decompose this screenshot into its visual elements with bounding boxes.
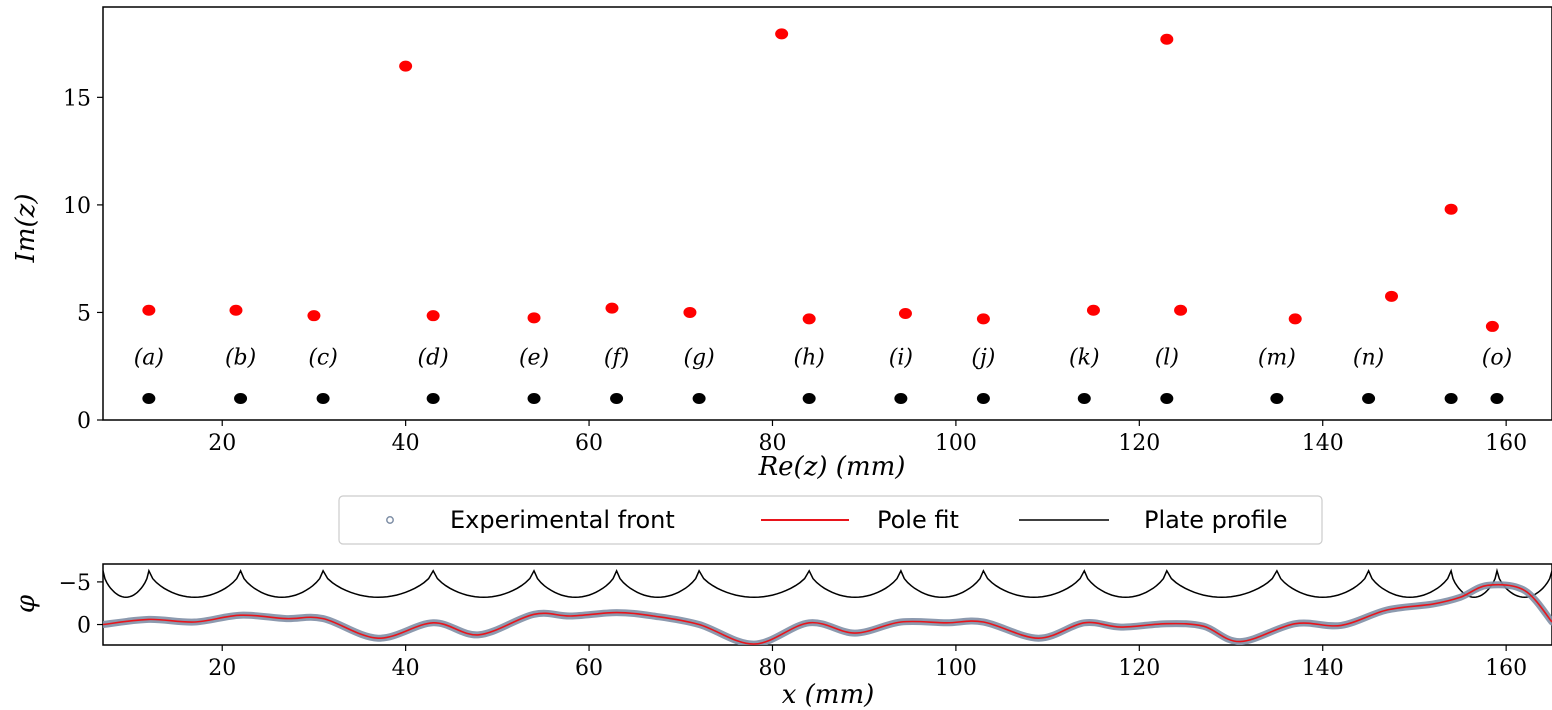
plate-point [1490,392,1504,404]
top-y-tick-label: 10 [63,194,91,219]
plate-point [1077,392,1091,404]
bottom-x-ticks: 20 40 60 80 100 120 140 160 [208,645,1527,681]
pole-point [1086,304,1100,316]
point-annotation: (n) [1353,346,1384,371]
top-annotations: (a) (b) (c) (d) (e) (f) (g) (h) (i) (j) (k) (l) (m) (… [134,346,1512,371]
bottom-x-tick-label: 140 [1302,656,1344,681]
legend-marker-experimental-front [386,516,394,524]
bottom-panel: 20 40 60 80 100 120 140 160 −5 0 x (mm) φ [11,563,1552,710]
pole-point [1288,313,1302,325]
plate-point [976,392,990,404]
plate-point [1444,392,1458,404]
point-annotation: (e) [519,346,549,371]
bottom-x-tick-label: 40 [392,656,420,681]
top-y-tick-label: 0 [77,409,91,434]
bottom-y-tick-label: −5 [59,571,91,596]
top-x-tick-label: 160 [1485,431,1527,456]
plate-point [692,392,706,404]
plate-point [1362,392,1376,404]
pole-fit-line [103,583,1552,645]
point-annotation: (f) [604,346,629,371]
pole-point [1444,203,1458,215]
plate-point [1270,392,1284,404]
pole-point [399,60,413,72]
top-x-tick-label: 60 [575,431,603,456]
pole-point [1385,290,1399,302]
top-y-axis-title: Im(z) [11,194,41,264]
point-annotation: (i) [889,346,913,371]
pole-point [775,28,789,40]
top-x-tick-label: 140 [1302,431,1344,456]
pole-point [307,310,321,322]
point-annotation: (d) [418,346,449,371]
point-annotation: (c) [308,346,338,371]
legend-label-plate-profile: Plate profile [1144,506,1287,534]
bottom-y-ticks: −5 0 [59,571,103,639]
point-annotation: (j) [971,346,995,371]
pole-point [426,310,440,322]
point-annotation: (b) [225,346,256,371]
point-annotation: (k) [1069,346,1100,371]
plate-point [426,392,440,404]
top-points [142,28,1504,404]
pole-point [683,306,697,318]
pole-point [1485,320,1499,332]
point-annotation: (m) [1258,346,1296,371]
bottom-y-tick-label: 0 [77,614,91,639]
pole-point [1160,33,1174,45]
top-x-axis-title: Re(z) (mm) [758,452,906,482]
bottom-x-axis-title: x (mm) [782,680,875,710]
top-y-tick-label: 5 [77,301,91,326]
point-annotation: (g) [683,346,714,371]
pole-point [605,302,619,314]
bottom-x-tick-label: 160 [1485,656,1527,681]
legend-label-experimental-front: Experimental front [450,506,675,534]
bottom-x-tick-label: 20 [208,656,236,681]
point-annotation: (h) [793,346,824,371]
top-x-tick-label: 40 [392,431,420,456]
plate-point [527,392,541,404]
top-x-tick-label: 20 [208,431,236,456]
point-annotation: (o) [1482,346,1512,371]
point-annotation: (l) [1155,346,1179,371]
bottom-lines [103,567,1552,645]
top-x-tick-label: 100 [935,431,977,456]
point-annotation: (a) [134,346,164,371]
top-plot-frame [102,6,1552,421]
pole-point [229,304,243,316]
top-y-tick-label: 15 [63,86,91,111]
bottom-x-tick-label: 80 [758,656,786,681]
bottom-x-tick-label: 60 [575,656,603,681]
top-x-tick-label: 80 [758,431,786,456]
experimental-front-line [103,581,1552,645]
pole-point [527,312,541,324]
bottom-x-tick-label: 120 [1118,656,1160,681]
legend: Experimental front Pole fit Plate profil… [338,495,1323,545]
plate-point [234,392,248,404]
top-x-tick-label: 120 [1118,431,1160,456]
plate-point [316,392,330,404]
plate-profile-line [103,567,1552,599]
pole-point [802,313,816,325]
bottom-y-axis-title: φ [11,594,41,613]
plate-point [894,392,908,404]
pole-point [898,308,912,320]
plate-point [610,392,624,404]
pole-point [976,313,990,325]
top-panel: 20 40 60 80 100 120 140 160 0 5 10 15 (a) (b) (c) (d)… [11,6,1552,482]
plate-point [142,392,156,404]
pole-point [1174,304,1188,316]
bottom-x-tick-label: 100 [935,656,977,681]
pole-point [142,304,156,316]
plate-point [802,392,816,404]
bottom-plot-frame [102,563,1552,646]
top-x-ticks: 20 40 60 80 100 120 140 160 [208,420,1527,456]
plate-point [1160,392,1174,404]
legend-label-pole-fit: Pole fit [877,506,959,534]
top-y-ticks: 0 5 10 15 [63,86,103,434]
